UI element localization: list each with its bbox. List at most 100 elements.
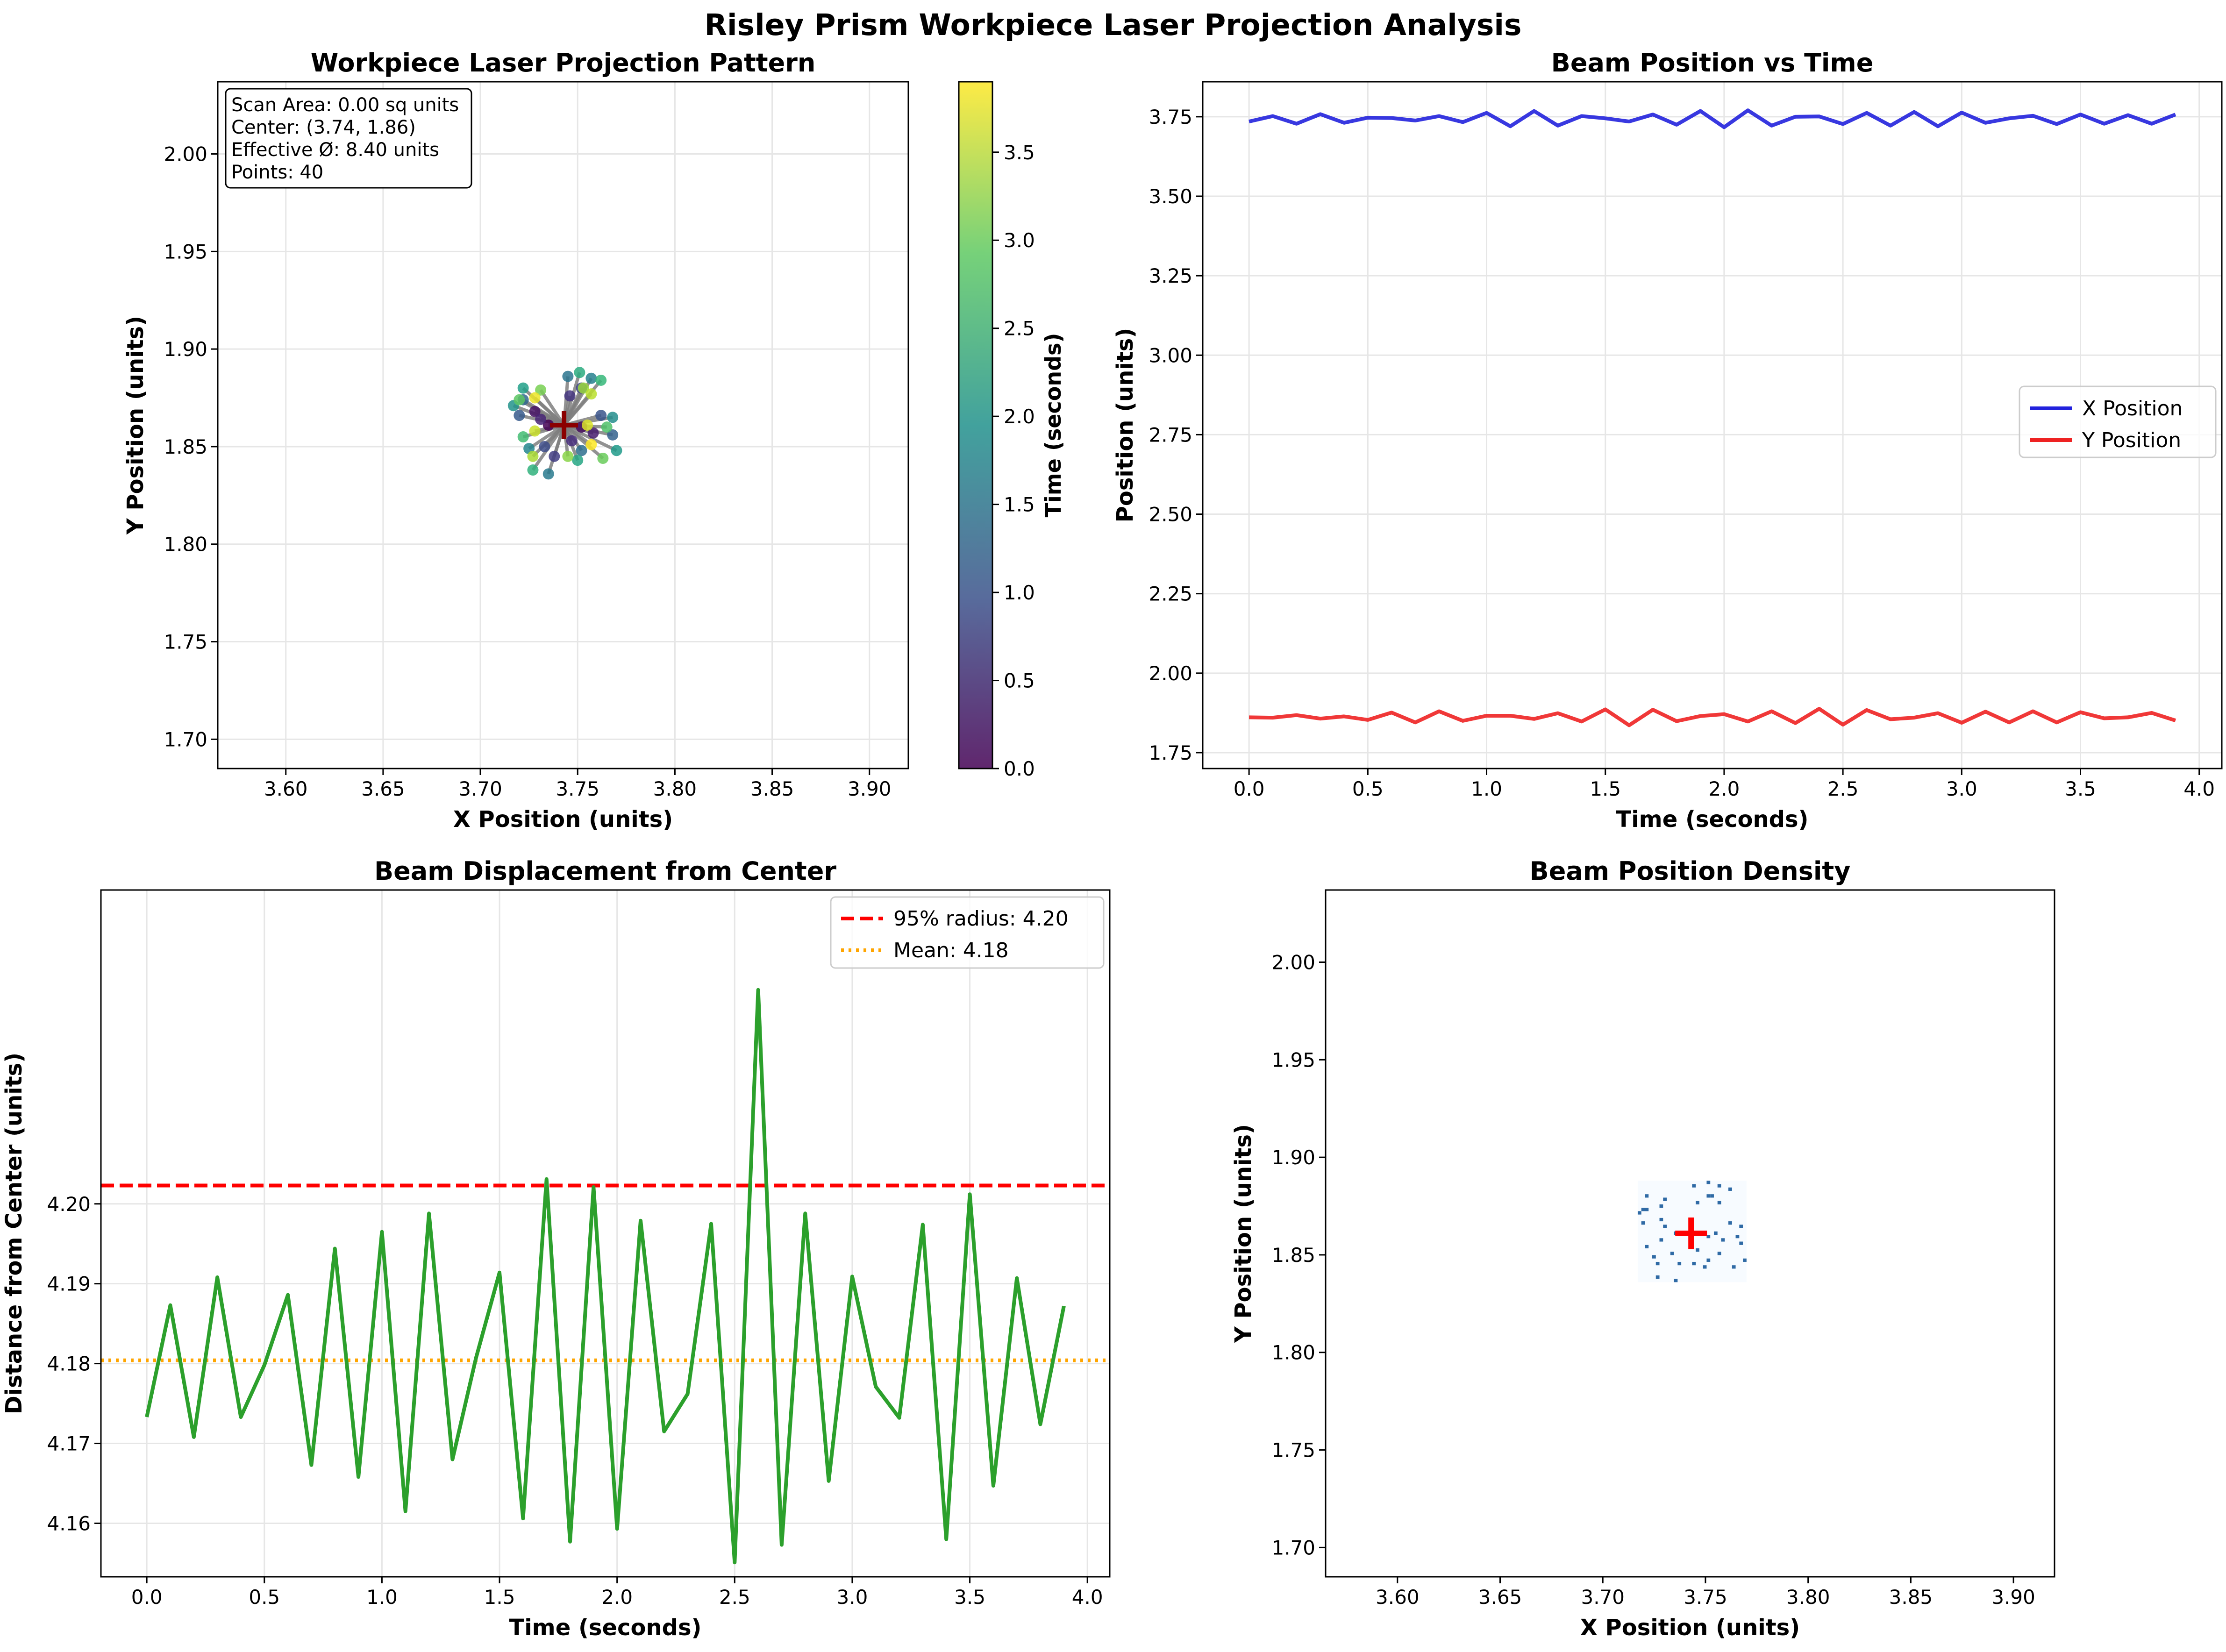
density-cell	[1645, 1245, 1649, 1249]
x-tick-label: 0.0	[1234, 777, 1265, 800]
y-tick-label: 2.00	[1271, 951, 1315, 974]
scatter-point	[597, 452, 609, 464]
scatter-point	[572, 455, 584, 466]
y-tick-label: 1.80	[1271, 1341, 1315, 1364]
x-tick-label: 2.5	[719, 1586, 750, 1609]
density-cell	[1655, 1275, 1660, 1279]
x-tick-label: 1.0	[366, 1586, 398, 1609]
scatter-point	[601, 421, 613, 433]
density-cell	[1717, 1252, 1721, 1255]
scatter-point	[542, 420, 554, 431]
scatter-point	[539, 441, 550, 452]
projection-pattern-panel: 3.60 3.65 3.70 3.75 3.80 3.85 3.90 1.70 1.75 1.80…	[122, 48, 1066, 833]
x-tick-label: 4.0	[2183, 777, 2215, 800]
colorbar-label: Time (seconds)	[1041, 333, 1066, 518]
y-tick-label: 3.50	[1149, 185, 1192, 208]
scatter-point	[562, 450, 574, 462]
density-cell	[1645, 1208, 1649, 1211]
density-cell	[1743, 1258, 1747, 1262]
info-box-line: Scan Area: 0.00 sq units	[231, 94, 459, 116]
scatter-point	[585, 388, 597, 400]
y-tick-label: 1.85	[1271, 1244, 1315, 1267]
y-axis-label: Distance from Center (units)	[1, 1053, 27, 1414]
density-cell	[1706, 1235, 1711, 1239]
scatter-point	[576, 445, 587, 456]
x-axis-label: X Position (units)	[453, 806, 673, 833]
y-tick-label: 1.90	[164, 338, 207, 361]
figure-title: Risley Prism Workpiece Laser Projection …	[705, 8, 1522, 42]
x-tick-label: 0.0	[131, 1586, 163, 1609]
y-tick-label: 1.75	[1149, 741, 1192, 764]
density-panel: 3.60 3.65 3.70 3.75 3.80 3.85 3.90 1.70 1.75 1.80…	[1230, 856, 2055, 1641]
density-cell	[1670, 1252, 1674, 1255]
density-cell	[1677, 1261, 1682, 1266]
density-cell	[1641, 1208, 1645, 1211]
scatter-point	[527, 464, 539, 476]
x-tick-label: 3.85	[1889, 1586, 1933, 1609]
density-cell	[1655, 1261, 1660, 1266]
x-tick-label: 3.65	[1478, 1586, 1522, 1609]
colorbar-tick-label: 3.5	[1004, 141, 1035, 164]
axes-frame	[100, 889, 1111, 1578]
y-tick-label: 3.25	[1149, 264, 1192, 287]
y-tick-label: 1.70	[164, 728, 207, 751]
legend-label: X Position	[2082, 397, 2183, 420]
colorbar-tick-label: 3.0	[1004, 229, 1035, 252]
density-cell	[1696, 1201, 1699, 1204]
x-tick-label: 0.5	[249, 1586, 280, 1609]
displacement-panel: 0.0 0.5 1.0 1.5 2.0 2.5 3.0 3.5 4.0 4.16 4.17 4.18 4…	[1, 856, 1111, 1641]
y-tick-label: 1.85	[164, 435, 207, 458]
x-position-line	[1249, 108, 2176, 129]
colorbar	[959, 82, 992, 769]
axes-frame	[1202, 81, 2223, 769]
density-cell	[1713, 1231, 1718, 1235]
density-cell	[1735, 1235, 1740, 1239]
panel-title: Beam Position vs Time	[1551, 48, 1874, 78]
x-tick-label: 3.70	[458, 777, 502, 800]
density-cell	[1641, 1221, 1645, 1225]
scatter-point	[549, 450, 560, 462]
scatter-point	[566, 435, 578, 447]
y-tick-label: 1.80	[164, 533, 207, 556]
scatter-point	[529, 406, 541, 417]
x-tick-label: 3.80	[1786, 1586, 1830, 1609]
x-tick-label: 3.75	[1684, 1586, 1727, 1609]
y-tick-label: 4.18	[47, 1353, 91, 1375]
x-tick-label: 3.90	[848, 777, 892, 800]
density-cell	[1728, 1221, 1732, 1225]
panel-title: Beam Displacement from Center	[374, 856, 836, 886]
x-tick-label: 3.70	[1581, 1586, 1625, 1609]
scatter-point	[574, 367, 585, 378]
scatter-point	[529, 425, 541, 437]
density-cell	[1706, 1194, 1711, 1198]
legend-label: Y Position	[2082, 428, 2181, 452]
x-tick-label: 3.0	[837, 1586, 868, 1609]
y-tick-label: 1.90	[1271, 1146, 1315, 1169]
y-axis-label: Position (units)	[1112, 328, 1138, 523]
density-cell	[1663, 1197, 1667, 1201]
x-tick-label: 3.60	[264, 777, 308, 800]
scatter-point	[535, 413, 547, 425]
scatter-point	[535, 384, 547, 396]
x-tick-label: 4.0	[1072, 1586, 1103, 1609]
scatter-point	[527, 450, 539, 462]
info-box-line: Center: (3.74, 1.86)	[231, 117, 416, 138]
y-tick-label: 2.00	[164, 143, 207, 166]
scatter-point	[514, 410, 525, 421]
density-cell	[1728, 1187, 1732, 1191]
x-tick-label: 3.80	[653, 777, 697, 800]
legend-label: 95% radius: 4.20	[893, 907, 1069, 931]
density-cell	[1645, 1194, 1649, 1198]
info-box-line: Points: 40	[231, 162, 323, 183]
scatter-point	[564, 390, 576, 402]
density-cell	[1739, 1225, 1743, 1228]
x-tick-label: 2.0	[1709, 777, 1740, 800]
y-tick-label: 1.70	[1271, 1536, 1315, 1559]
x-tick-label: 3.0	[1946, 777, 1977, 800]
scatter-point	[514, 394, 525, 406]
density-cell	[1674, 1279, 1678, 1282]
scatter-point	[529, 392, 541, 404]
y-tick-label: 3.00	[1149, 344, 1192, 367]
x-axis-label: Time (seconds)	[509, 1615, 701, 1641]
